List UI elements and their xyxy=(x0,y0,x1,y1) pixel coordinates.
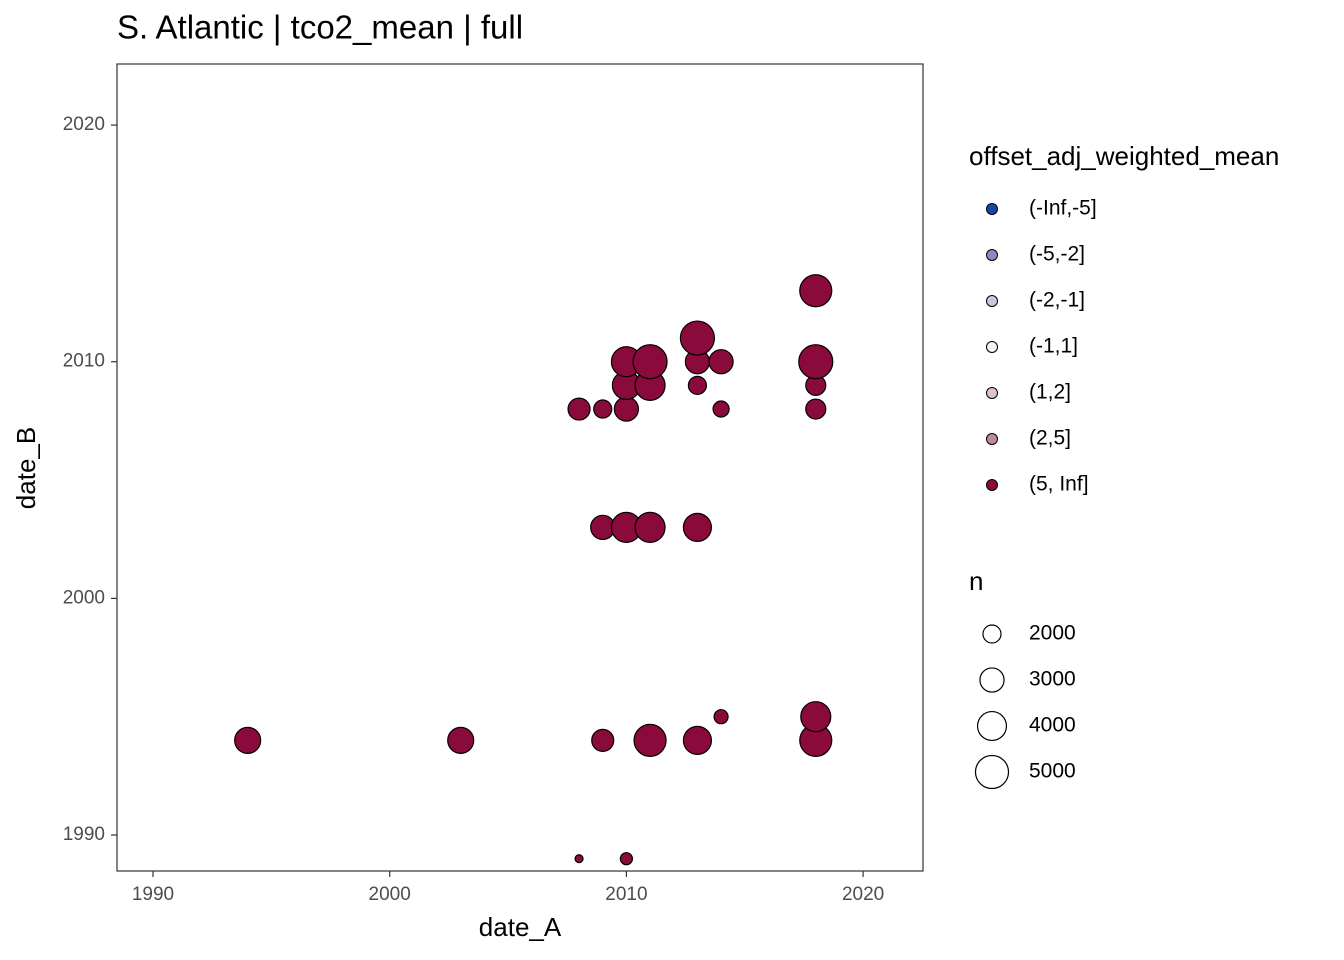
bubble xyxy=(805,398,827,420)
bubble xyxy=(634,511,666,543)
legend-swatch xyxy=(986,479,998,491)
y-tick-label: 2020 xyxy=(63,114,105,135)
bubble xyxy=(682,512,713,542)
bubble xyxy=(574,854,584,864)
legend-swatch xyxy=(986,341,998,353)
legend-swatch xyxy=(986,387,998,399)
bubble xyxy=(632,344,668,380)
y-tick-label: 2000 xyxy=(63,587,105,608)
legend-swatch xyxy=(986,295,998,307)
bubble xyxy=(687,375,708,396)
bubble xyxy=(567,397,591,421)
legend-swatch xyxy=(986,433,998,445)
y-tick-label: 1990 xyxy=(63,824,105,845)
legend-label: (-5,-2] xyxy=(1029,243,1085,266)
bubble xyxy=(679,320,716,356)
legend-label: (5, Inf] xyxy=(1029,473,1089,496)
bubble xyxy=(619,852,634,866)
legend-label: (2,5] xyxy=(1029,427,1071,450)
size-legend-symbol xyxy=(979,667,1005,693)
x-tick-label: 2020 xyxy=(842,884,884,905)
bubble xyxy=(798,344,834,380)
size-legend-label: 4000 xyxy=(1029,714,1076,737)
size-legend-label: 2000 xyxy=(1029,622,1076,645)
bubble xyxy=(447,726,475,754)
bubble xyxy=(712,400,730,418)
legend-swatch xyxy=(986,249,998,261)
bubble xyxy=(800,701,832,733)
bubble xyxy=(591,728,615,752)
x-axis-title: date_A xyxy=(479,912,562,942)
size-legend-label: 3000 xyxy=(1029,668,1076,691)
legend-label: (-1,1] xyxy=(1029,335,1078,358)
y-tick-label: 2010 xyxy=(63,351,105,372)
x-tick-label: 2010 xyxy=(605,884,647,905)
bubble xyxy=(713,709,729,725)
x-tick-label: 1990 xyxy=(132,884,174,905)
bubble xyxy=(708,349,734,375)
bubble xyxy=(682,725,713,755)
legend-label: (1,2] xyxy=(1029,381,1071,404)
bubble xyxy=(593,399,613,419)
size-legend-symbol xyxy=(982,624,1002,644)
chart-title: S. Atlantic | tco2_mean | full xyxy=(117,9,523,46)
bubble xyxy=(633,723,667,757)
size-legend-label: 5000 xyxy=(1029,760,1076,783)
legend-swatch xyxy=(986,203,998,215)
x-tick-label: 2000 xyxy=(369,884,411,905)
plot-panel xyxy=(116,63,924,872)
size-legend-symbol xyxy=(974,754,1010,790)
bubble xyxy=(234,726,262,754)
color-legend-title: offset_adj_weighted_mean xyxy=(969,141,1279,171)
legend-label: (-Inf,-5] xyxy=(1029,197,1097,220)
size-legend-title: n xyxy=(969,566,983,596)
bubble xyxy=(613,396,640,422)
legend-label: (-2,-1] xyxy=(1029,289,1085,312)
y-axis-title: date_B xyxy=(11,427,41,509)
bubble xyxy=(799,274,833,308)
size-legend-symbol xyxy=(976,710,1008,742)
